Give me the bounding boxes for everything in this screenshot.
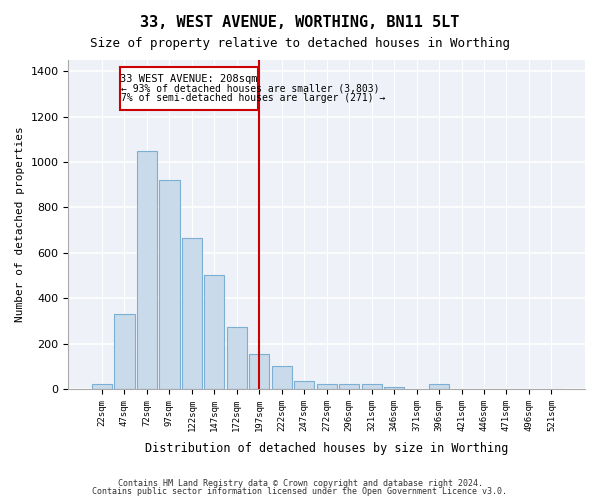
Text: 33 WEST AVENUE: 208sqm: 33 WEST AVENUE: 208sqm xyxy=(121,74,258,84)
Text: ← 93% of detached houses are smaller (3,803): ← 93% of detached houses are smaller (3,… xyxy=(121,84,380,94)
Text: 7% of semi-detached houses are larger (271) →: 7% of semi-detached houses are larger (2… xyxy=(121,93,385,103)
Y-axis label: Number of detached properties: Number of detached properties xyxy=(15,126,25,322)
Bar xyxy=(384,386,404,389)
X-axis label: Distribution of detached houses by size in Worthing: Distribution of detached houses by size … xyxy=(145,442,508,455)
Bar xyxy=(317,384,337,389)
Text: 33, WEST AVENUE, WORTHING, BN11 5LT: 33, WEST AVENUE, WORTHING, BN11 5LT xyxy=(140,15,460,30)
Bar xyxy=(227,326,247,389)
Bar xyxy=(362,384,382,389)
Bar xyxy=(115,314,134,389)
Bar xyxy=(249,354,269,389)
Bar xyxy=(137,150,157,389)
FancyBboxPatch shape xyxy=(120,67,258,110)
Bar xyxy=(272,366,292,389)
Bar xyxy=(182,238,202,389)
Text: Contains HM Land Registry data © Crown copyright and database right 2024.: Contains HM Land Registry data © Crown c… xyxy=(118,478,482,488)
Bar xyxy=(204,276,224,389)
Bar xyxy=(339,384,359,389)
Bar xyxy=(294,381,314,389)
Text: Contains public sector information licensed under the Open Government Licence v3: Contains public sector information licen… xyxy=(92,487,508,496)
Bar xyxy=(92,384,112,389)
Text: Size of property relative to detached houses in Worthing: Size of property relative to detached ho… xyxy=(90,38,510,51)
Bar xyxy=(159,180,179,389)
Bar xyxy=(429,384,449,389)
